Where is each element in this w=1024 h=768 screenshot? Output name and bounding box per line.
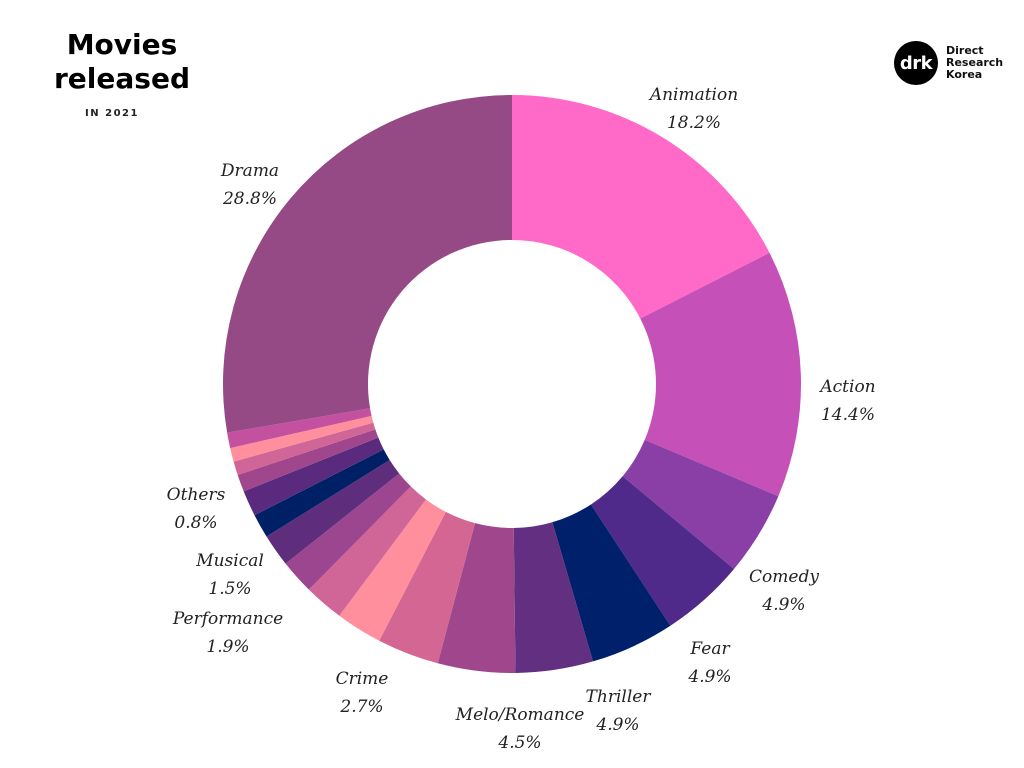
label-animation: Animation [648,85,738,105]
logo-line1: Direct [946,44,984,57]
label-drama: Drama [220,161,279,181]
slice-labels: Animation 18.2% Action 14.4% Comedy 4.9% Fear 4… [167,85,876,753]
slice-fear [590,476,735,626]
slice-others [230,415,374,462]
chart-subtitle: IN 2021 [85,108,139,119]
logo-wordmark: Direct Research Korea [946,45,1003,81]
chart-title: Movies released [52,28,192,96]
label-musical: Musical [195,551,264,571]
value-drama: 28.8% [222,189,277,209]
drk-logo: drk Direct Research Korea [894,41,1003,85]
slice-unlabeled-15 [233,422,376,475]
label-crime: Crime [336,669,389,689]
slice-musical [243,437,384,516]
label-action: Action [818,377,875,397]
slice-unlabeled-12 [254,449,390,537]
value-crime: 2.7% [339,697,383,717]
label-others: Others [167,485,226,505]
label-performance: Performance [172,609,283,629]
label-thriller: Thriller [586,687,652,707]
value-others: 0.8% [174,513,217,533]
slice-unlabeled-10 [285,473,411,590]
slice-thriller [552,504,671,662]
donut-slices [223,95,802,673]
value-melo-romance: 4.5% [497,733,541,753]
slice-comedy [622,439,779,570]
value-action: 14.4% [821,405,875,425]
slice-unlabeled-6 [437,523,516,673]
value-fear: 4.9% [687,667,731,687]
value-comedy: 4.9% [761,595,805,615]
chart-title-line1: Movies [66,28,178,61]
value-performance: 1.9% [206,637,249,657]
label-comedy: Comedy [749,567,819,587]
label-fear: Fear [689,639,730,659]
logo-mark: drk [894,41,938,85]
slice-unlabeled-7 [379,511,476,664]
value-animation: 18.2% [667,113,721,133]
slice-unlabeled-14 [237,429,379,492]
chart-title-line2: released [54,62,190,95]
slice-drama [223,95,512,433]
logo-line2: Research [946,56,1004,69]
slice-action [640,252,802,497]
logo-line3: Korea [946,68,983,81]
label-melo-romance: Melo/Romance [455,705,585,725]
slice-unlabeled-9 [308,486,426,616]
value-musical: 1.5% [208,579,251,599]
slice-animation [512,95,770,319]
slice-performance [266,459,400,564]
value-thriller: 4.9% [595,715,639,735]
slice-crime [339,499,446,641]
slice-unlabeled-17 [227,408,372,449]
slice-melo-romance [513,522,593,673]
